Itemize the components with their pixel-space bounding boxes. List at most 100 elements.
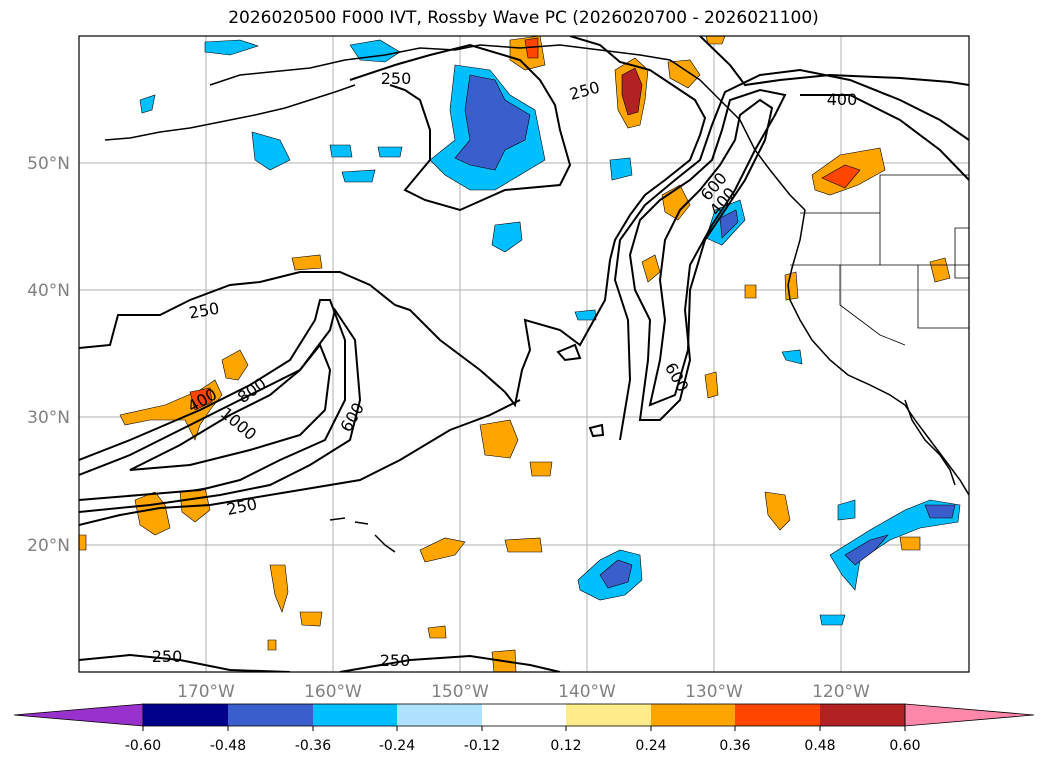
colorbar-tick-label: 0.48 — [804, 738, 835, 754]
anomaly-patch — [269, 564, 289, 613]
ivt-contour-250-bottom — [79, 653, 291, 672]
colorbar-segment — [228, 704, 313, 726]
anomaly-patch — [139, 94, 156, 114]
anomaly-patch — [599, 559, 633, 589]
anomaly-patch — [764, 491, 791, 531]
anomaly-patch — [781, 349, 803, 365]
anomaly-patch — [844, 534, 889, 566]
colorbar-tick-label: -0.48 — [210, 738, 246, 754]
ivt-contour-250-bottom2 — [339, 654, 561, 672]
anomaly-patch — [267, 639, 277, 651]
anomaly-patch — [621, 67, 643, 116]
lon-label: 130°W — [685, 682, 743, 702]
colorbar-segment — [397, 704, 482, 726]
anomaly-patch — [819, 614, 846, 626]
alaska-coast — [209, 44, 806, 211]
anomaly-patch — [479, 419, 519, 459]
anomaly-patch — [924, 504, 956, 519]
colorbar-segment — [482, 704, 566, 726]
colorbar-extend-max — [904, 703, 1035, 727]
contour-label: 250 — [380, 651, 411, 670]
anomaly-patch — [821, 164, 861, 189]
colorbar-extend-min — [13, 703, 144, 727]
north-america-west-coast — [787, 209, 969, 496]
map-title: 2026020500 F000 IVT, Rossby Wave PC (202… — [228, 8, 819, 28]
anomaly-patch — [574, 309, 597, 321]
colorbar-segment — [735, 704, 820, 726]
anomaly-patch — [204, 39, 259, 56]
anomaly-patch — [719, 209, 739, 239]
colorbar-segment — [143, 704, 228, 726]
coastlines — [104, 44, 969, 553]
anomaly-patch — [329, 144, 353, 158]
anomaly-patch — [667, 59, 701, 89]
map-area: 250 250 250 250 250 250 400 400 800 1000… — [79, 36, 969, 672]
colorbar-tick-label: 0.24 — [635, 738, 666, 754]
anomaly-patch — [705, 36, 726, 45]
colorbar-tick-label: 0.12 — [550, 738, 581, 754]
anomaly-patch — [79, 534, 87, 551]
ivt-contour-small — [556, 343, 582, 362]
ivt-contour-east-inner — [648, 98, 774, 407]
anomaly-patch — [744, 284, 757, 299]
anomaly-patch — [291, 254, 323, 271]
contour-label: 250 — [567, 78, 601, 104]
anomaly-patch — [704, 371, 719, 399]
ivt-contour-east-250 — [699, 36, 969, 87]
hawaii-islands — [329, 517, 396, 553]
colorbar-tick-label: -0.12 — [464, 738, 500, 754]
anomaly-patch — [341, 169, 376, 183]
lat-label: 20°N — [27, 536, 70, 556]
colorbar-tick-label: -0.60 — [125, 738, 161, 754]
ivt-contour-east-ne — [800, 94, 969, 181]
anomaly-patch — [349, 39, 401, 63]
lon-label: 120°W — [812, 682, 870, 702]
lat-label: 30°N — [27, 408, 70, 428]
lon-label: 170°W — [177, 682, 235, 702]
map-frame — [78, 35, 970, 673]
colorbar-tick-label: -0.36 — [295, 738, 331, 754]
colorbar-tick-label: 0.36 — [719, 738, 750, 754]
ivt-contour-east-600 — [628, 88, 787, 421]
colorbar-segment — [566, 704, 651, 726]
lon-label: 150°W — [431, 682, 489, 702]
anomaly-patch — [251, 131, 291, 171]
colorbar-tick-label: -0.24 — [379, 738, 415, 754]
state-border — [839, 265, 906, 346]
state-border — [917, 265, 969, 329]
anomaly-patch — [641, 254, 661, 283]
latitude-labels: 50°N 40°N 30°N 20°N — [27, 154, 70, 556]
anomaly-patch — [829, 499, 961, 591]
anomaly-patch — [419, 537, 466, 563]
colorbar: -0.60 -0.48 -0.36 -0.24 -0.12 0.12 0.24 … — [13, 703, 1035, 754]
anomaly-patch — [221, 349, 249, 381]
colorbar-ticks — [142, 726, 906, 731]
colorbar-segment — [313, 704, 397, 726]
colorbar-frame — [142, 703, 906, 727]
contour-label: 250 — [152, 647, 183, 666]
colorbar-segment — [651, 704, 735, 726]
anomaly-patch — [609, 157, 633, 181]
state-border — [800, 174, 969, 214]
anomaly-patch — [491, 221, 523, 253]
wave-pc-anomaly-fill — [79, 36, 961, 672]
anomaly-patch — [929, 257, 951, 283]
anomaly-patch — [189, 387, 213, 411]
ivt-contour-800 — [129, 343, 332, 471]
lat-label: 50°N — [27, 154, 70, 174]
ivt-contour-400 — [79, 307, 362, 513]
anomaly-patch — [454, 74, 531, 171]
anomaly-patch — [504, 537, 543, 553]
contour-label: 1000 — [217, 403, 260, 444]
ivt-contour-600 — [79, 299, 346, 501]
ivt-contour-250-north — [79, 36, 707, 408]
anomaly-patch — [784, 271, 799, 301]
anomaly-patch — [529, 461, 553, 477]
anomaly-patch — [134, 491, 171, 536]
lon-label: 140°W — [558, 682, 616, 702]
lat-label: 40°N — [27, 281, 70, 301]
colorbar-tick-label: 0.60 — [889, 738, 920, 754]
anomaly-patch — [837, 499, 856, 521]
aleutian-islands — [104, 84, 356, 141]
